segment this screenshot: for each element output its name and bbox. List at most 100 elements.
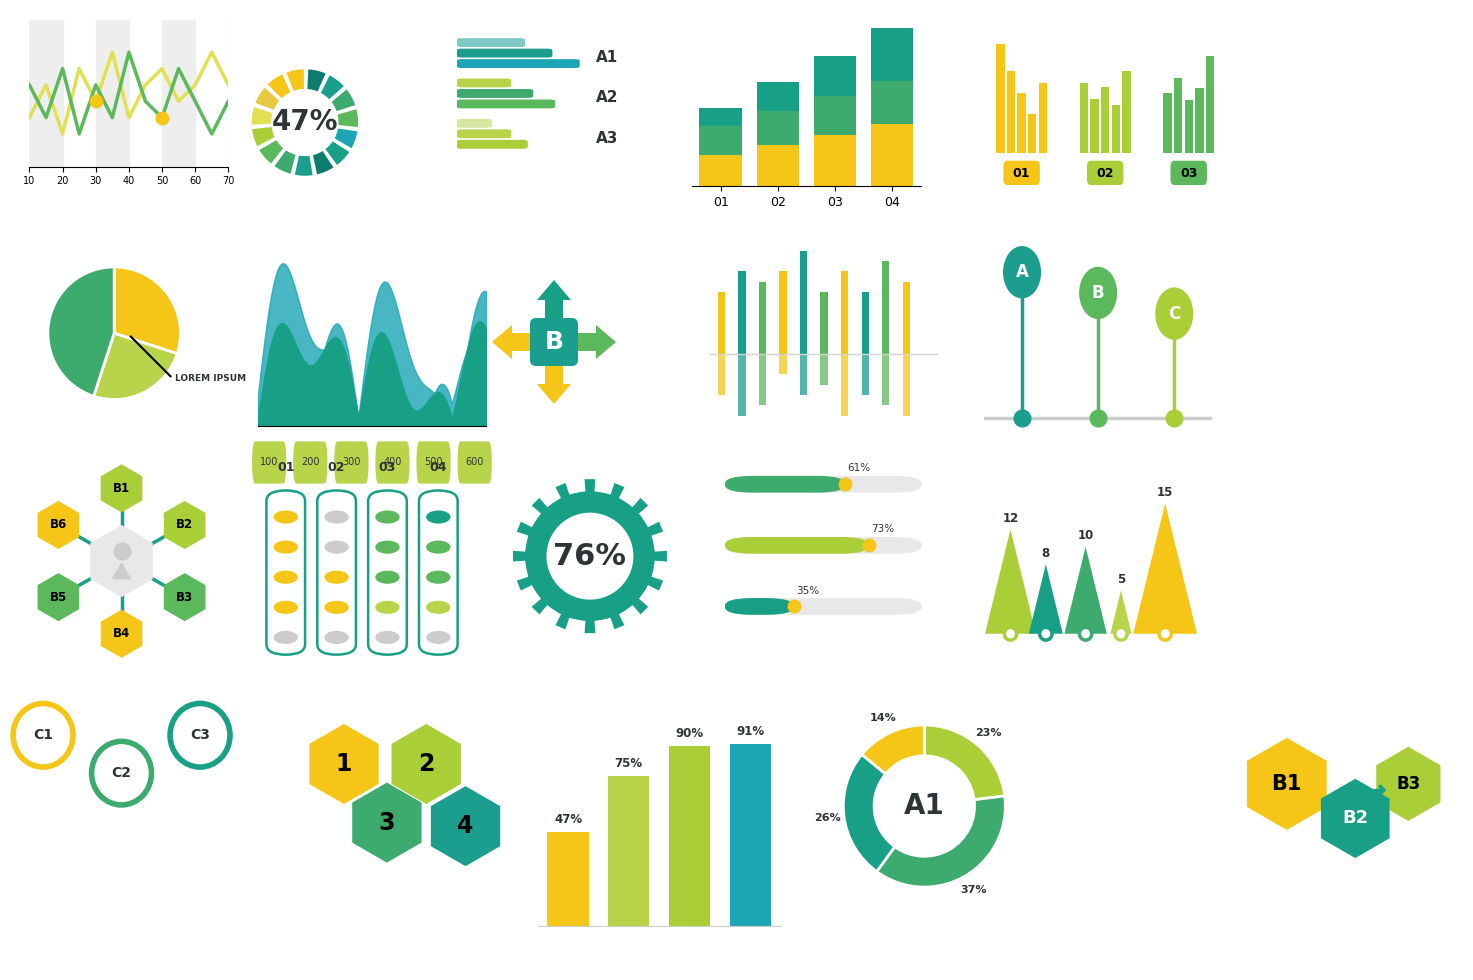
Polygon shape [513, 479, 667, 633]
Bar [862, 354, 869, 395]
Bar [779, 354, 787, 374]
FancyBboxPatch shape [457, 38, 524, 47]
Bar [1174, 78, 1183, 154]
Circle shape [91, 741, 152, 805]
FancyArrowPatch shape [1335, 786, 1385, 822]
Polygon shape [90, 525, 153, 597]
Bar [738, 354, 745, 416]
Polygon shape [106, 791, 137, 805]
Polygon shape [100, 610, 143, 658]
FancyBboxPatch shape [458, 441, 492, 483]
FancyBboxPatch shape [293, 441, 327, 483]
Text: 100: 100 [261, 458, 278, 467]
Text: B3: B3 [1396, 775, 1420, 793]
Polygon shape [1111, 590, 1131, 634]
Bar [29, 20, 62, 167]
Bar [871, 124, 913, 186]
Bar [813, 95, 856, 134]
Text: 90%: 90% [676, 727, 704, 740]
Circle shape [545, 511, 635, 602]
Bar [700, 155, 742, 186]
Text: 01: 01 [1013, 167, 1031, 180]
Circle shape [1115, 627, 1127, 640]
Text: B: B [545, 330, 564, 354]
FancyBboxPatch shape [725, 598, 794, 614]
Circle shape [1080, 627, 1091, 640]
Polygon shape [1028, 564, 1064, 634]
Bar [1028, 115, 1037, 154]
Wedge shape [876, 796, 1005, 887]
Bar [1184, 100, 1193, 154]
Text: 12: 12 [1002, 512, 1019, 525]
Bar [162, 20, 194, 167]
Circle shape [169, 704, 230, 767]
Text: B2: B2 [177, 518, 193, 531]
Wedge shape [925, 725, 1005, 800]
Polygon shape [1065, 547, 1106, 634]
Text: LOREM IPSUM: LOREM IPSUM [175, 374, 246, 383]
Text: 76%: 76% [554, 542, 626, 570]
Wedge shape [312, 150, 334, 175]
Bar [820, 292, 828, 354]
Bar [813, 57, 856, 95]
FancyBboxPatch shape [530, 318, 577, 366]
Circle shape [1005, 627, 1016, 640]
Wedge shape [862, 725, 925, 774]
Polygon shape [184, 754, 215, 767]
Polygon shape [352, 783, 421, 862]
Text: 47%: 47% [271, 109, 339, 136]
Circle shape [376, 541, 399, 554]
Bar [717, 292, 725, 354]
Polygon shape [37, 501, 80, 549]
Circle shape [549, 515, 630, 597]
Text: B4: B4 [113, 627, 130, 640]
Wedge shape [333, 127, 358, 150]
Ellipse shape [1080, 267, 1117, 319]
Ellipse shape [1003, 246, 1041, 299]
Circle shape [526, 491, 654, 621]
Bar [1018, 92, 1025, 154]
Text: C1: C1 [32, 728, 53, 742]
Text: B3: B3 [177, 591, 193, 604]
Polygon shape [164, 573, 206, 621]
FancyBboxPatch shape [252, 441, 286, 483]
Polygon shape [100, 465, 143, 513]
Bar [903, 282, 910, 354]
Polygon shape [492, 325, 554, 359]
Text: 23%: 23% [975, 728, 1002, 738]
Text: A1: A1 [597, 50, 619, 65]
FancyBboxPatch shape [725, 537, 869, 554]
Polygon shape [554, 325, 616, 359]
Text: B5: B5 [50, 591, 66, 604]
Text: A1: A1 [904, 792, 944, 820]
Wedge shape [324, 140, 351, 167]
Bar [882, 262, 890, 354]
FancyBboxPatch shape [457, 119, 492, 127]
Wedge shape [267, 73, 292, 100]
Bar [1206, 56, 1214, 154]
Polygon shape [164, 501, 206, 549]
FancyBboxPatch shape [725, 476, 922, 493]
Polygon shape [538, 342, 572, 404]
FancyBboxPatch shape [725, 598, 922, 614]
FancyBboxPatch shape [1003, 161, 1040, 185]
Text: 73%: 73% [871, 524, 894, 534]
Text: 3: 3 [379, 810, 395, 835]
Bar [757, 82, 800, 111]
Text: C2: C2 [112, 766, 131, 780]
Text: 14%: 14% [869, 713, 896, 723]
Circle shape [274, 511, 298, 523]
FancyBboxPatch shape [1171, 161, 1206, 185]
Text: 01: 01 [277, 461, 295, 473]
Bar [871, 27, 913, 81]
Text: A2: A2 [597, 90, 619, 106]
Circle shape [324, 570, 349, 584]
Circle shape [426, 631, 451, 644]
Bar [548, 832, 589, 926]
Circle shape [376, 631, 399, 644]
Text: 2: 2 [418, 752, 435, 776]
Bar [996, 44, 1005, 154]
Text: 47%: 47% [554, 813, 582, 826]
Circle shape [426, 570, 451, 584]
Bar [903, 354, 910, 416]
